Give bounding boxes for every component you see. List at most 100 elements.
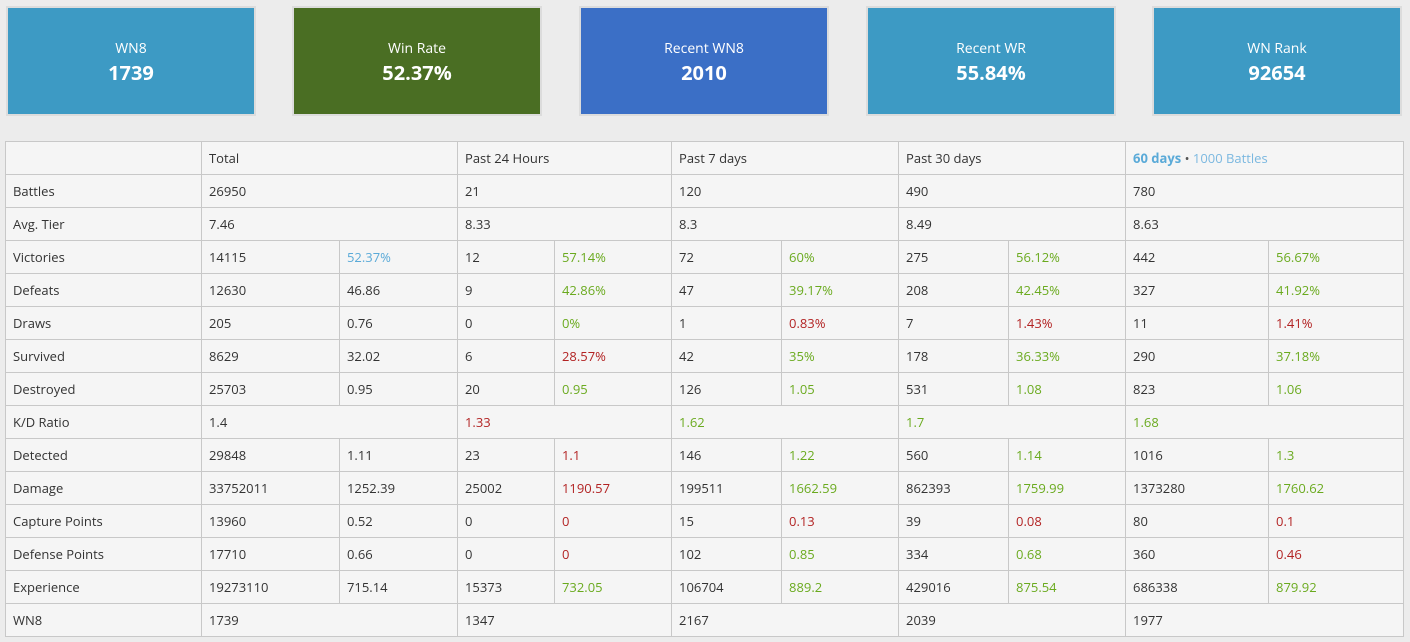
card-value: 52.37%: [382, 59, 452, 86]
tab-1000-battles[interactable]: 1000 Battles: [1192, 149, 1268, 167]
table-cell: 126: [671, 372, 783, 406]
table-cell: 1.41%: [1268, 306, 1405, 340]
header-row: Total Past 24 Hours Past 7 days Past 30 …: [5, 141, 1405, 175]
table-cell: 42.45%: [1008, 273, 1127, 307]
table-cell: 275: [898, 240, 1010, 274]
table-cell: 0.46: [1268, 537, 1405, 571]
card-win-rate: Win Rate 52.37%: [292, 6, 542, 116]
table-cell: 15373: [457, 570, 555, 604]
table-cell: 35%: [781, 339, 900, 373]
row-label: Defeats: [5, 273, 202, 307]
row-label: Damage: [5, 471, 202, 505]
table-cell: 1739: [201, 603, 458, 637]
table-cell: 875.54: [1008, 570, 1127, 604]
table-cell: 686338: [1125, 570, 1270, 604]
table-cell: 0: [457, 504, 555, 538]
table-cell: 19273110: [201, 570, 340, 604]
table-cell: 42: [671, 339, 783, 373]
table-cell: 26950: [201, 174, 458, 208]
table-cell: 205: [201, 306, 340, 340]
table-cell: 0: [457, 306, 555, 340]
table-cell: 0.95: [553, 372, 673, 406]
table-cell: 60%: [781, 240, 900, 274]
table-cell: 889.2: [781, 570, 900, 604]
table-cell: 1.08: [1008, 372, 1127, 406]
row-label: K/D Ratio: [5, 405, 202, 439]
table-row: Draws 205 0.76 0 0% 1 0.83% 7 1.43% 11 1.41%: [5, 306, 1405, 340]
tab-60-days[interactable]: 60 days: [1133, 149, 1182, 167]
table-cell: 8629: [201, 339, 340, 373]
table-cell: 8.63: [1125, 207, 1405, 241]
table-cell: 29848: [201, 438, 340, 472]
table-cell: 560: [898, 438, 1010, 472]
table-cell: 52.37%: [339, 240, 458, 274]
table-cell: 1.7: [898, 405, 1127, 439]
card-label: WN8: [115, 39, 147, 58]
table-cell: 0.85: [781, 537, 900, 571]
separator-bullet: •: [1184, 149, 1190, 167]
header-past-30d: Past 30 days: [898, 141, 1127, 175]
row-label: Survived: [5, 339, 202, 373]
table-cell: 862393: [898, 471, 1010, 505]
table-cell: 1: [671, 306, 783, 340]
table-cell: 72: [671, 240, 783, 274]
table-cell: 0.95: [339, 372, 458, 406]
header-past-7d: Past 7 days: [671, 141, 900, 175]
table-cell: 1373280: [1125, 471, 1270, 505]
table-cell: 8.33: [456, 207, 673, 241]
table-row: Survived 8629 32.02 6 28.57% 42 35% 178 36.33% 29…: [5, 339, 1405, 373]
table-cell: 14115: [201, 240, 340, 274]
table-row: Victories 14115 52.37% 12 57.14% 72 60% 275 56.1…: [5, 240, 1405, 274]
card-label: Recent WR: [956, 39, 1026, 58]
table-cell: 732.05: [553, 570, 673, 604]
table-cell: 23: [457, 438, 555, 472]
table-cell: 780: [1125, 174, 1405, 208]
table-cell: 327: [1125, 273, 1270, 307]
table-cell: 1.06: [1268, 372, 1405, 406]
table-cell: 146: [671, 438, 783, 472]
table-cell: 290: [1125, 339, 1270, 373]
table-cell: 1190.57: [553, 471, 673, 505]
table-cell: 9: [457, 273, 555, 307]
card-value: 55.84%: [956, 59, 1026, 86]
table-row: WN8 1739 1347 2167 2039 1977: [5, 603, 1405, 637]
row-label: Experience: [5, 570, 202, 604]
header-empty: [5, 141, 202, 175]
table-cell: 531: [898, 372, 1010, 406]
table-cell: 1252.39: [339, 471, 458, 505]
table-cell: 178: [898, 339, 1010, 373]
card-value: 92654: [1248, 59, 1306, 86]
header-recent-toggle: 60 days • 1000 Battles: [1125, 141, 1405, 175]
table-cell: 33752011: [201, 471, 340, 505]
table-row: Avg. Tier 7.46 8.33 8.3 8.49 8.63: [5, 207, 1405, 241]
table-cell: 0%: [553, 306, 673, 340]
table-cell: 1.11: [339, 438, 458, 472]
row-label: Detected: [5, 438, 202, 472]
table-cell: 25002: [457, 471, 555, 505]
card-recent-wr: Recent WR 55.84%: [866, 6, 1116, 116]
table-cell: 208: [898, 273, 1010, 307]
table-cell: 1977: [1125, 603, 1405, 637]
table-cell: 15: [671, 504, 783, 538]
table-cell: 1.62: [671, 405, 900, 439]
header-total: Total: [201, 141, 458, 175]
table-cell: 442: [1125, 240, 1270, 274]
table-cell: 56.12%: [1008, 240, 1127, 274]
table-cell: 1.68: [1125, 405, 1405, 439]
table-cell: 1.4: [201, 405, 458, 439]
table-cell: 429016: [898, 570, 1010, 604]
table-cell: 102: [671, 537, 783, 571]
table-row: Defeats 12630 46.86 9 42.86% 47 39.17% 208 42.45…: [5, 273, 1405, 307]
table-cell: 42.86%: [553, 273, 673, 307]
table-cell: 2039: [898, 603, 1127, 637]
table-cell: 823: [1125, 372, 1270, 406]
table-cell: 1.1: [553, 438, 673, 472]
table-cell: 37.18%: [1268, 339, 1405, 373]
table-row: K/D Ratio 1.4 1.33 1.62 1.7 1.68: [5, 405, 1405, 439]
table-cell: 47: [671, 273, 783, 307]
table-cell: 36.33%: [1008, 339, 1127, 373]
table-cell: 32.02: [339, 339, 458, 373]
table-cell: 41.92%: [1268, 273, 1405, 307]
table-cell: 0.13: [781, 504, 900, 538]
table-cell: 715.14: [339, 570, 458, 604]
